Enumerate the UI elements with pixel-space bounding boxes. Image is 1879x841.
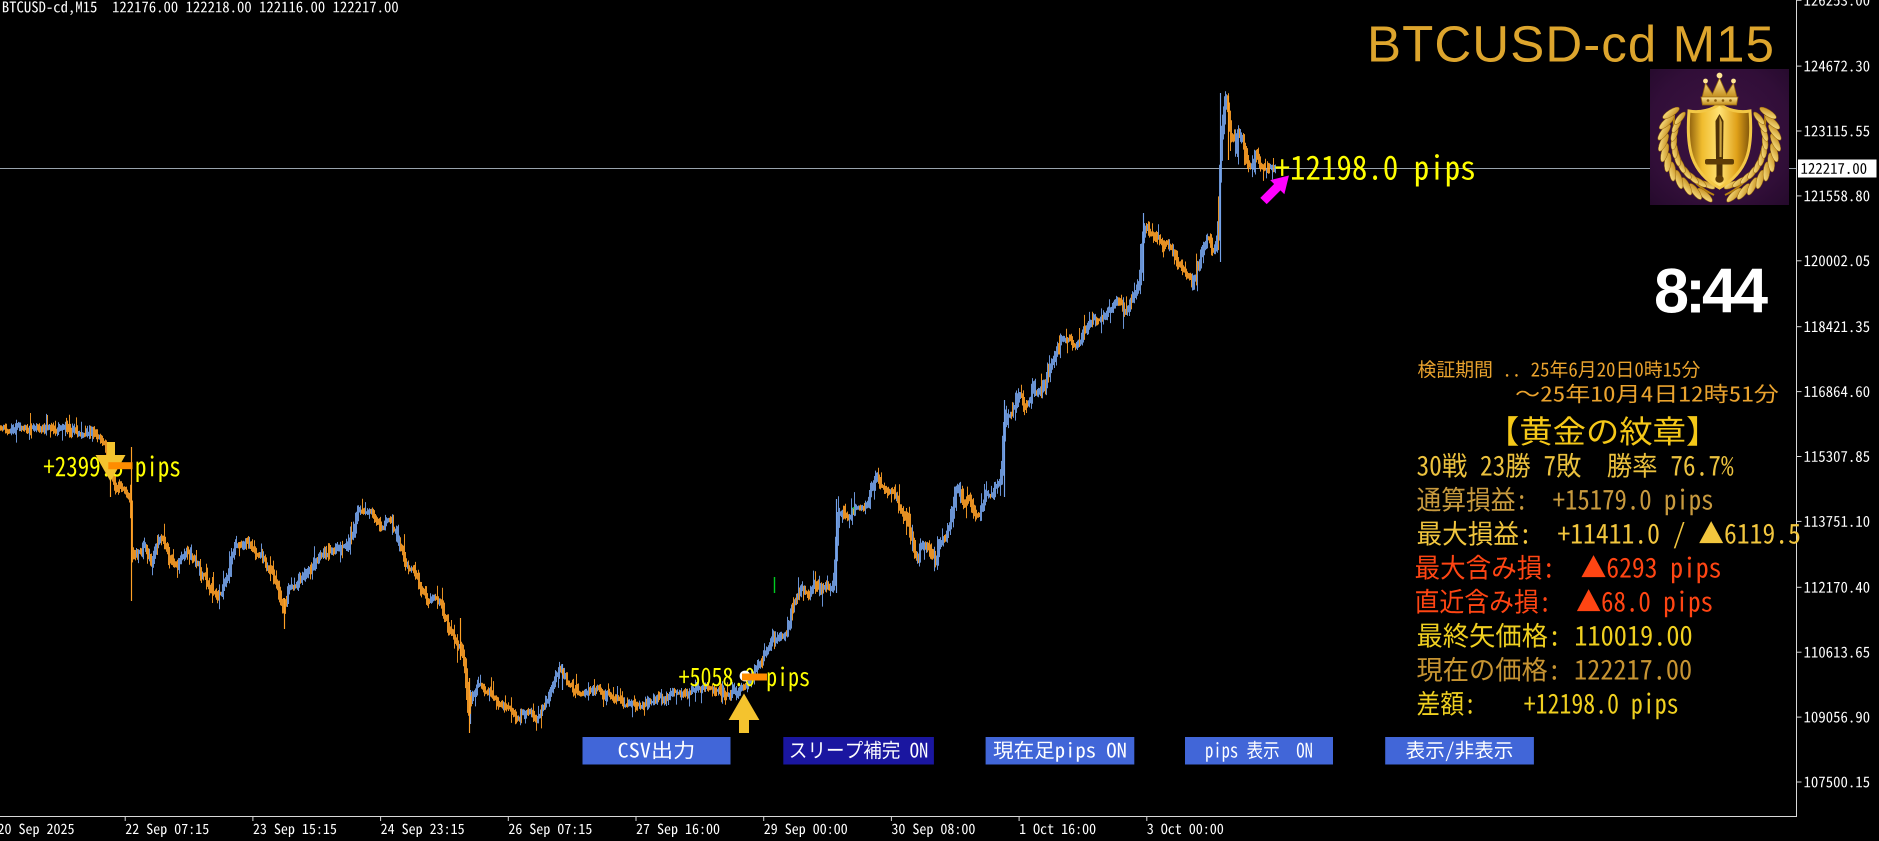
svg-text:8:44: 8:44 bbox=[1654, 257, 1768, 327]
svg-text:BTCUSD-cd M15: BTCUSD-cd M15 bbox=[1367, 16, 1774, 73]
